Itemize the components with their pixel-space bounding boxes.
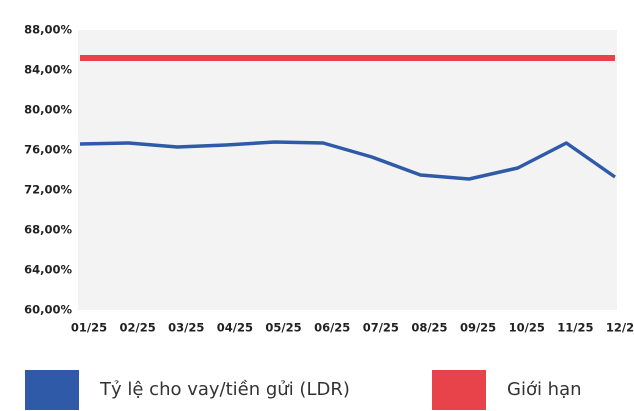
y-tick-label: 88,00% [24, 23, 72, 37]
legend-label: Giới hạn [507, 379, 582, 400]
x-tick-label: 11/25 [557, 321, 593, 335]
line-series [79, 140, 617, 181]
plot-area [78, 30, 617, 310]
x-tick-label: 12/25 [606, 321, 634, 335]
y-tick-label: 80,00% [24, 103, 72, 117]
y-tick-label: 84,00% [24, 63, 72, 77]
y-tick-label: 60,00% [24, 303, 72, 317]
x-tick-label: 06/25 [314, 321, 350, 335]
x-tick-label: 03/25 [168, 321, 204, 335]
y-tick-label: 72,00% [24, 183, 72, 197]
x-tick-label: 09/25 [460, 321, 496, 335]
x-tick-label: 07/25 [363, 321, 399, 335]
x-tick-label: 10/25 [509, 321, 545, 335]
legend-label: Tỷ lệ cho vay/tiền gửi (LDR) [99, 379, 350, 400]
legend-swatch [432, 370, 486, 410]
legend-swatch [25, 370, 79, 410]
y-tick-label: 68,00% [24, 223, 72, 237]
y-tick-label: 76,00% [24, 143, 72, 157]
y-tick-label: 64,00% [24, 263, 72, 277]
x-tick-label: 01/25 [71, 321, 107, 335]
x-tick-label: 02/25 [120, 321, 156, 335]
x-tick-label: 05/25 [265, 321, 301, 335]
x-tick-label: 04/25 [217, 321, 253, 335]
x-tick-label: 08/25 [411, 321, 447, 335]
